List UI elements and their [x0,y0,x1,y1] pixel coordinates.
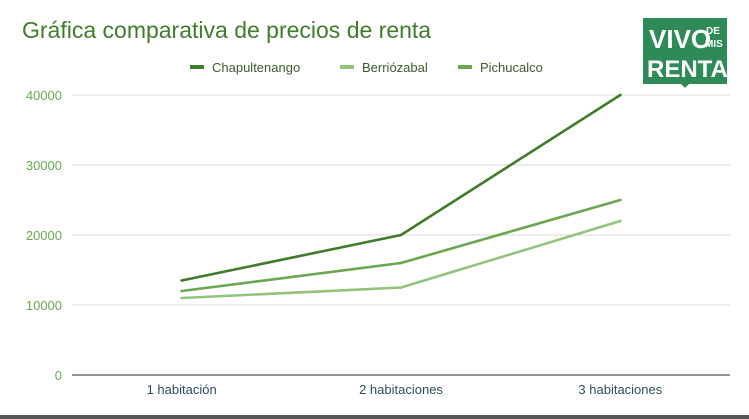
x-tick-label: 3 habitaciones [578,382,662,397]
legend-item-chapultenango: Chapultenango [190,58,300,76]
data-point [619,198,622,202]
y-tick-label: 30000 [26,158,62,173]
chart-legend: Chapultenango Berriózabal Pichucalco [0,58,749,76]
legend-item-pichucalco: Pichucalco [458,58,543,76]
logo-house-shape [643,18,727,88]
logo-line2: RENTA$ [647,56,735,83]
data-point [180,296,183,300]
legend-item-berriozabal: Berriózabal [340,58,428,76]
series-line-pichucalco [180,198,622,293]
chart-title: Gráfica comparativa de precios de renta [22,17,432,43]
legend-swatch-chapultenango [190,65,204,69]
legend-label-pichucalco: Pichucalco [480,59,543,75]
data-point [399,261,403,265]
x-tick-label: 1 habitación [147,382,217,397]
data-point [180,279,183,282]
data-point [619,93,622,97]
data-point [619,219,622,223]
y-tick-label: 20000 [26,228,62,243]
legend-swatch-pichucalco [458,65,472,69]
x-tick-label: 2 habitaciones [359,382,443,397]
data-point [180,289,183,293]
y-tick-label: 40000 [26,88,62,103]
logo-mis: MIS [705,39,723,50]
logo: VIVO DE MIS RENTA$ [643,18,735,88]
logo-line1: VIVO [649,24,711,54]
bottom-rule [0,415,749,419]
legend-label-chapultenango: Chapultenango [212,59,301,75]
logo-de: DE [706,26,720,37]
legend-label-berriozabal: Berriózabal [362,59,428,75]
y-tick-label: 10000 [26,298,62,313]
legend-swatch-berriozabal [340,65,354,69]
series-line-chapultenango [180,93,622,282]
data-point [399,233,403,237]
y-tick-label: 0 [55,368,62,383]
data-point [399,286,403,289]
